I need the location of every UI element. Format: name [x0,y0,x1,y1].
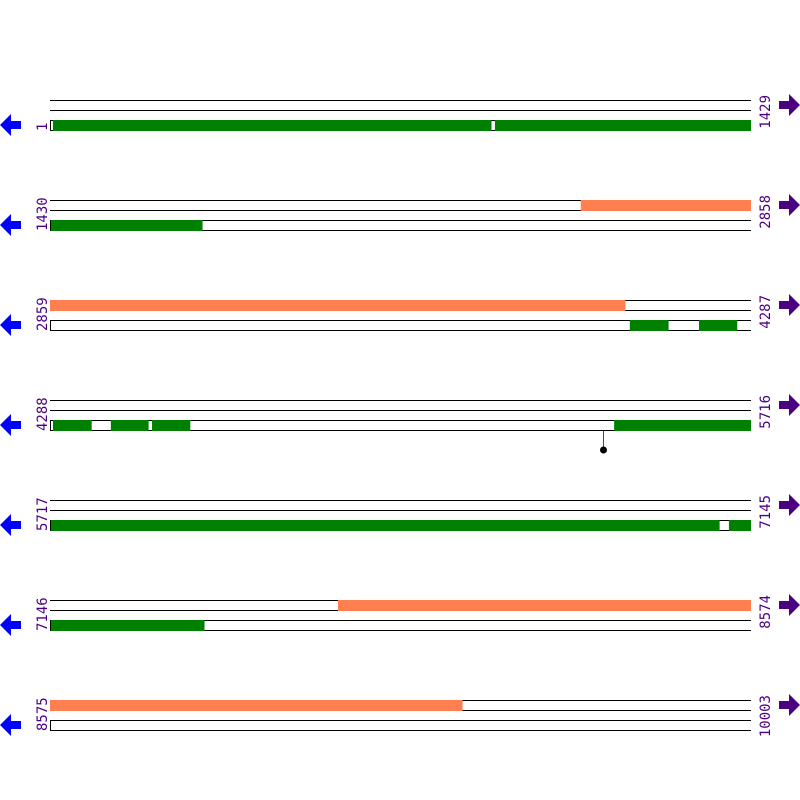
arrow-right-icon[interactable] [779,194,800,216]
arrow-left-icon[interactable] [0,514,21,536]
row-end-label: 2858 [758,195,774,229]
arrow-right-icon[interactable] [779,694,800,716]
row-end-label: 4287 [758,295,774,329]
row-start-label: 4288 [35,397,51,431]
reverse-feature [614,420,751,431]
reverse-feature [494,120,751,131]
sequence-row: 1430 2858 [0,194,800,236]
marker-dot [600,446,607,454]
row-end-label: 5716 [758,395,774,429]
arrow-left-icon[interactable] [0,214,21,236]
reverse-feature [110,420,149,431]
arrow-left-icon[interactable] [0,114,21,136]
row-start-label: 1430 [35,197,51,231]
arrow-left-icon[interactable] [0,614,21,636]
arrow-left-icon[interactable] [0,714,21,736]
sequence-row: 2859 4287 [0,294,800,336]
reverse-feature [152,420,191,431]
row-start-label: 1 [35,123,51,131]
sequence-row: 1 1429 [0,94,800,136]
arrow-right-icon[interactable] [779,394,800,416]
forward-feature [50,300,626,311]
row-end-label: 10003 [758,695,774,737]
row-end-label: 1429 [758,95,774,129]
row-start-label: 2859 [35,297,51,331]
arrow-right-icon[interactable] [779,94,800,116]
reverse-feature [50,620,205,631]
forward-feature [580,200,751,211]
sequence-row: 4288 5716 [0,394,800,454]
arrow-right-icon[interactable] [779,294,800,316]
row-start-label: 8575 [35,697,51,731]
reverse-feature [699,320,738,331]
row-start-label: 7146 [35,597,51,631]
reverse-feature [50,520,720,531]
arrow-right-icon[interactable] [779,494,800,516]
sequence-row: 8575 10003 [0,694,800,737]
sequence-row: 7146 8574 [0,594,800,636]
reverse-feature [50,220,203,231]
row-end-label: 7145 [758,495,774,529]
reverse-feature [52,420,92,431]
reverse-feature [52,120,492,131]
arrow-left-icon[interactable] [0,414,21,436]
sequence-row: 5717 7145 [0,494,800,536]
row-end-label: 8574 [758,595,774,629]
reverse-feature [629,320,669,331]
reverse-feature [728,520,751,531]
arrow-right-icon[interactable] [779,594,800,616]
forward-feature [337,600,751,611]
arrow-left-icon[interactable] [0,314,21,336]
forward-feature [50,700,463,711]
row-start-label: 5717 [35,497,51,531]
